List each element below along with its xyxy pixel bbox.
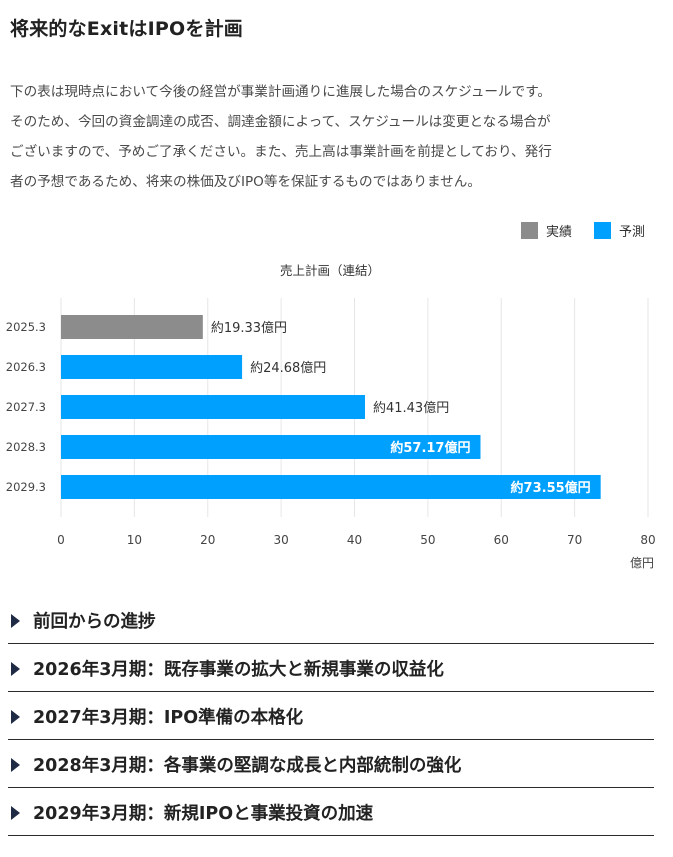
x-tick-label: 60 — [494, 533, 509, 547]
data-label: 約73.55億円 — [511, 480, 591, 496]
caret-right-icon — [11, 757, 20, 772]
accordion-item-fy2029[interactable]: 2029年3月期：新規IPOと事業投資の加速 — [8, 788, 654, 836]
description-line: ございますので、予めご了承ください。また、売上高は事業計画を前提としており、発行 — [10, 144, 552, 160]
caret-right-icon — [11, 661, 20, 676]
data-label: 約19.33億円 — [211, 320, 287, 336]
accordion-label: 前回からの進捗 — [33, 612, 156, 632]
x-tick-label: 40 — [347, 533, 362, 547]
bar-2026.3 — [61, 355, 243, 379]
legend-swatch-actual — [521, 222, 538, 239]
x-tick-label: 20 — [200, 533, 215, 547]
description: 下の表は現時点において今後の経営が事業計画通りに進展した場合のスケジュールです。… — [10, 77, 660, 197]
bar-2027.3 — [61, 395, 365, 419]
caret-right-icon — [11, 709, 20, 724]
x-tick-label: 50 — [420, 533, 435, 547]
accordion-label: 2026年3月期：既存事業の拡大と新規事業の収益化 — [33, 660, 444, 680]
page-title: 将来的なExitはIPOを計画 — [10, 18, 243, 40]
x-tick-label: 0 — [57, 533, 65, 547]
legend-label-actual: 実績 — [546, 224, 572, 240]
x-axis-unit: 億円 — [630, 556, 654, 570]
description-line: そのため、今回の資金調達の成否、調達金額によって、スケジュールは変更となる場合が — [10, 114, 551, 130]
caret-right-icon — [11, 613, 20, 628]
data-label: 約57.17億円 — [390, 440, 470, 456]
accordion-item-fy2027[interactable]: 2027年3月期：IPO準備の本格化 — [8, 692, 654, 740]
x-tick-label: 70 — [567, 533, 582, 547]
accordion-item-fy2028[interactable]: 2028年3月期：各事業の堅調な成長と内部統制の強化 — [8, 740, 654, 788]
description-line: 下の表は現時点において今後の経営が事業計画通りに進展した場合のスケジュールです。 — [10, 84, 552, 100]
accordion-label: 2028年3月期：各事業の堅調な成長と内部統制の強化 — [33, 756, 462, 776]
y-tick-label: 2027.3 — [6, 400, 46, 414]
accordion-item-progress[interactable]: 前回からの進捗 — [8, 596, 654, 644]
accordion: 前回からの進捗 2026年3月期：既存事業の拡大と新規事業の収益化 2027年3… — [8, 596, 654, 836]
legend-swatch-forecast — [594, 222, 611, 239]
bar-2028.3 — [61, 435, 481, 459]
accordion-item-fy2026[interactable]: 2026年3月期：既存事業の拡大と新規事業の収益化 — [8, 644, 654, 692]
accordion-label: 2027年3月期：IPO準備の本格化 — [33, 708, 304, 728]
x-tick-label: 30 — [273, 533, 288, 547]
legend-label-forecast: 予測 — [619, 225, 645, 240]
data-label: 約41.43億円 — [373, 400, 449, 416]
x-tick-label: 10 — [127, 533, 142, 547]
bar-2025.3 — [61, 315, 203, 339]
data-label: 約24.68億円 — [250, 360, 326, 376]
x-tick-label: 80 — [640, 533, 655, 547]
accordion-label: 2029年3月期：新規IPOと事業投資の加速 — [33, 804, 374, 824]
y-tick-label: 2029.3 — [6, 480, 46, 494]
caret-right-icon — [11, 805, 20, 820]
y-tick-label: 2028.3 — [6, 440, 46, 454]
chart-title: 売上計画（連結） — [280, 263, 380, 278]
y-tick-label: 2025.3 — [6, 320, 46, 334]
y-tick-label: 2026.3 — [6, 360, 46, 374]
bar-2029.3 — [61, 475, 601, 499]
description-line: 者の予想であるため、将来の株価及びIPO等を保証するものではありません。 — [10, 174, 481, 190]
